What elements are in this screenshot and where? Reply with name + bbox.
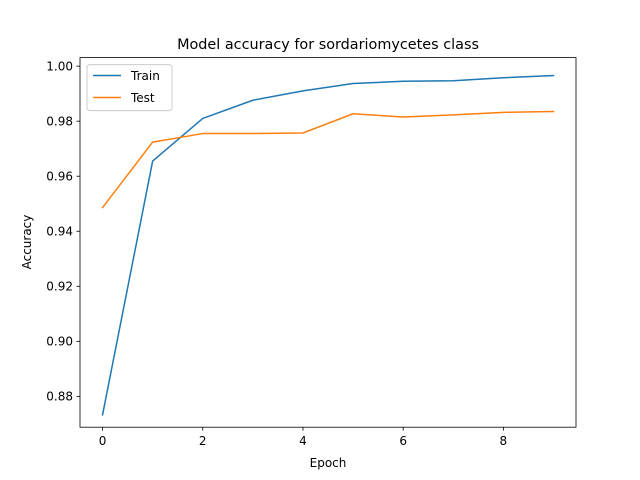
plot-frame: [79, 57, 577, 428]
x-tick-label: 0: [99, 434, 107, 448]
legend-label-train: Train: [130, 69, 160, 83]
x-tick-label: 6: [399, 434, 407, 448]
series-line-train: [101, 74, 555, 416]
chart-title: Model accuracy for sordariomycetes class: [177, 37, 479, 53]
y-tick-label: 1.00: [46, 59, 73, 73]
x-tick-label: 8: [500, 434, 508, 448]
x-tick-label: 2: [199, 434, 207, 448]
y-tick-label: 0.88: [46, 390, 73, 404]
legend: Train Test: [86, 64, 173, 112]
x-tick-label: 4: [299, 434, 307, 448]
y-axis-label: Accuracy: [20, 215, 34, 270]
y-tick-label: 0.92: [46, 280, 73, 294]
x-axis-label: Epoch: [310, 456, 347, 470]
legend-label-test: Test: [130, 91, 155, 105]
series-layer: [101, 74, 555, 416]
y-tick-label: 0.94: [46, 225, 73, 239]
y-tick-label: 0.98: [46, 114, 73, 128]
ticks-layer: 0 2 4 6 8 0.88 0.90 0.92 0.94 0.96 0.98 1.00: [46, 59, 507, 448]
y-tick-label: 0.90: [46, 335, 73, 349]
series-line-test: [101, 110, 555, 209]
y-tick-label: 0.96: [46, 170, 73, 184]
